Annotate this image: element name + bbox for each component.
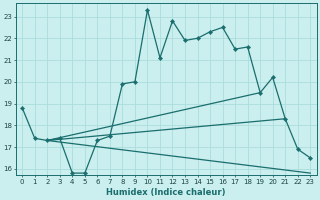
X-axis label: Humidex (Indice chaleur): Humidex (Indice chaleur) bbox=[107, 188, 226, 197]
